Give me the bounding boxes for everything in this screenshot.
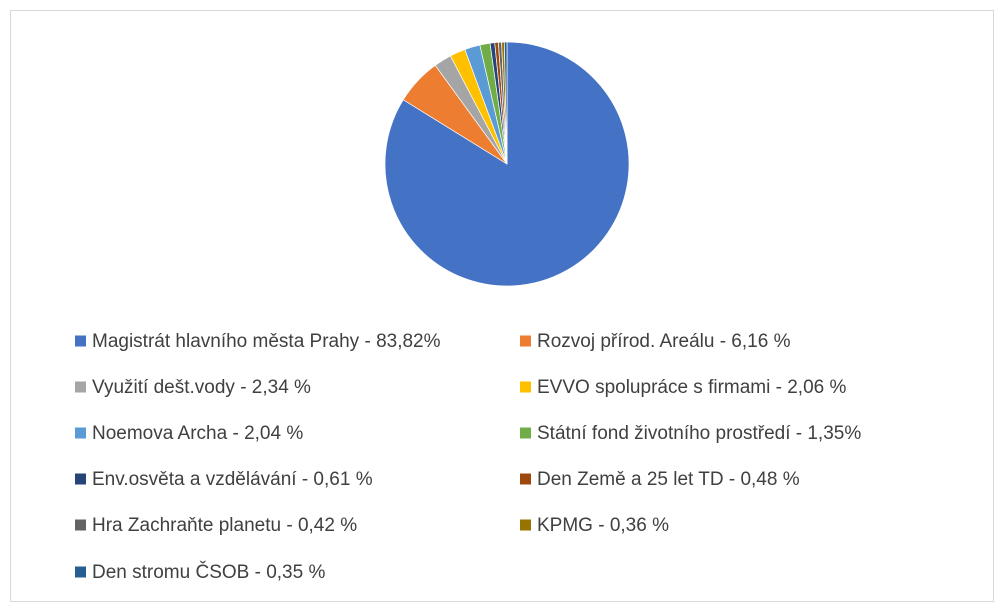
legend-label: Státní fond životního prostředí - 1,35% <box>537 423 861 444</box>
legend-swatch <box>75 381 86 393</box>
legend-swatch <box>520 519 531 531</box>
legend-swatch <box>75 427 86 439</box>
legend-label: Den Země a 25 let TD - 0,48 % <box>537 469 800 490</box>
legend-swatch <box>520 381 531 393</box>
legend-swatch <box>75 335 86 347</box>
legend-swatch <box>520 335 531 347</box>
legend-label: KPMG - 0,36 % <box>537 515 669 536</box>
legend-swatch <box>520 473 531 485</box>
legend-label: Využití dešt.vody - 2,34 % <box>92 377 311 398</box>
legend-label: Magistrát hlavního města Prahy - 83,82% <box>92 331 441 352</box>
legend-label: Env.osvěta a vzdělávání - 0,61 % <box>92 469 373 490</box>
legend-swatch <box>75 519 86 531</box>
legend-label: Hra Zachraňte planetu - 0,42 % <box>92 515 357 536</box>
pie-slice <box>503 41 508 165</box>
legend-swatch <box>520 427 531 439</box>
legend-label: Den stromu ČSOB - 0,35 % <box>92 561 325 583</box>
legend-label: EVVO spolupráce s firmami - 2,06 % <box>537 377 846 398</box>
legend-label: Noemova Archa - 2,04 % <box>92 423 303 444</box>
legend-label: Rozvoj přírod. Areálu - 6,16 % <box>537 331 791 352</box>
legend-swatch <box>75 566 86 578</box>
legend-swatch <box>75 473 86 485</box>
